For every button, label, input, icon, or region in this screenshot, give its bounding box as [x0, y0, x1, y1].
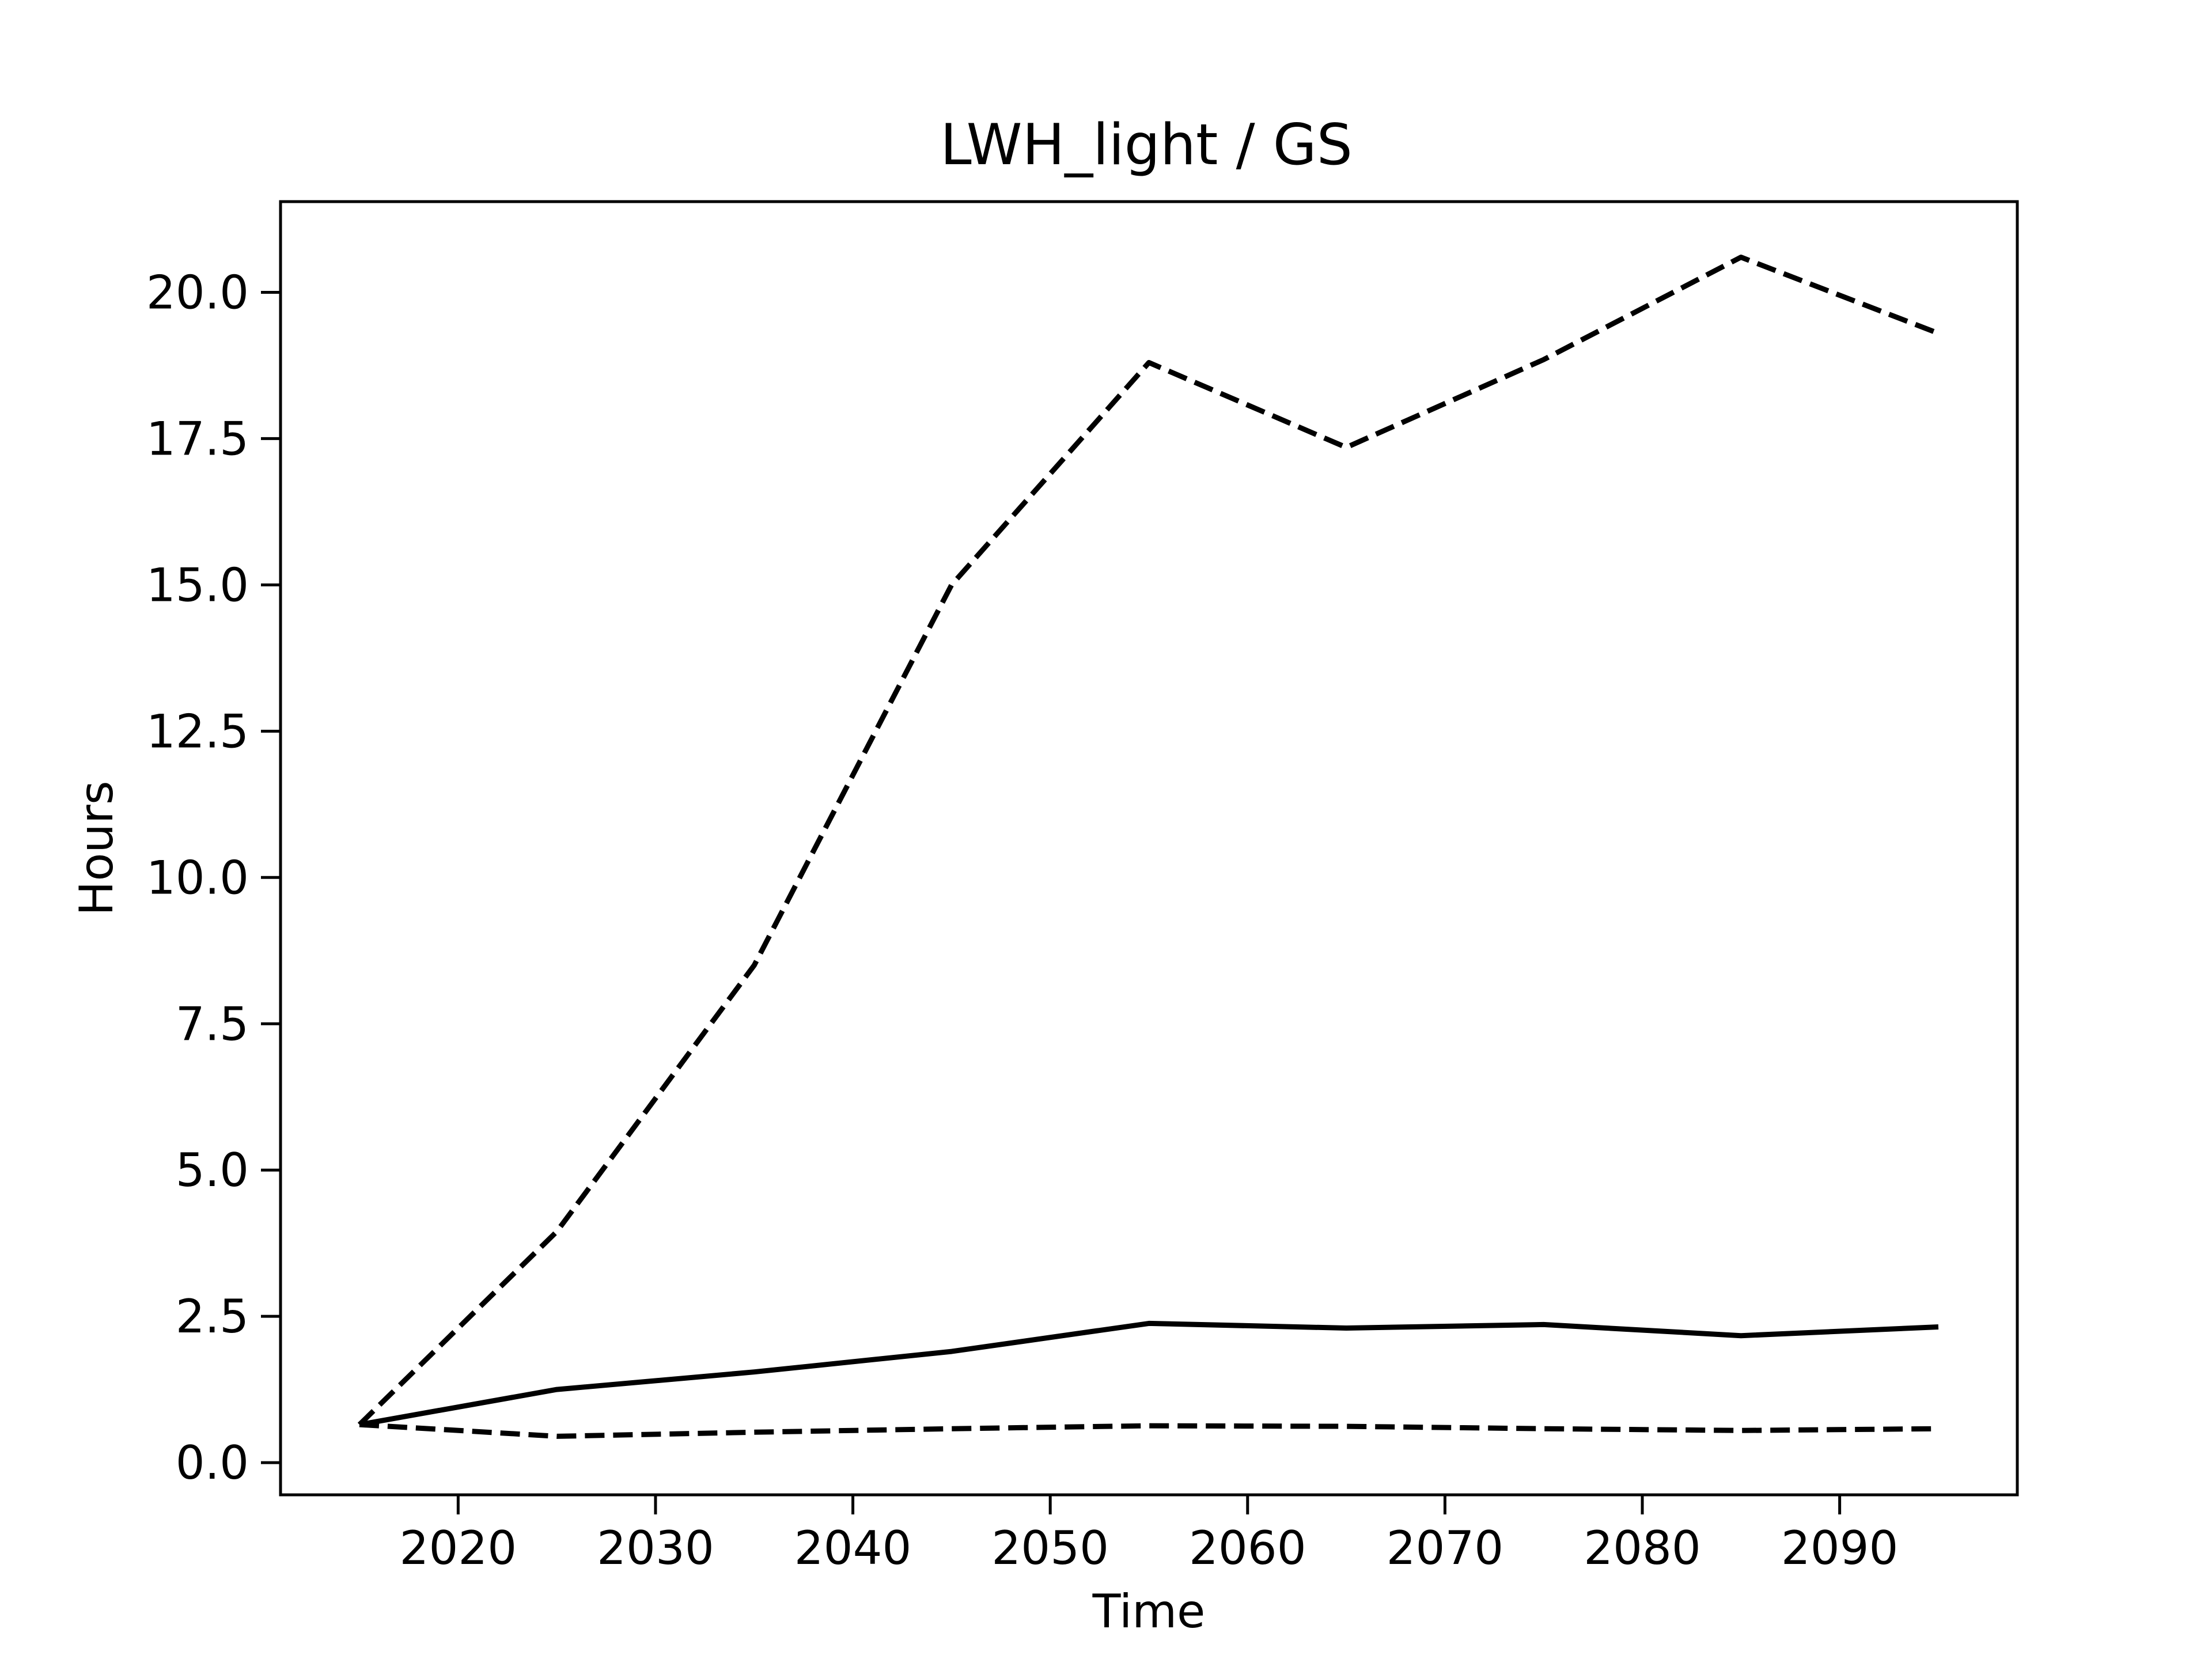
x-tick-label: 2020	[400, 1521, 517, 1575]
x-axis-label: Time	[1092, 1585, 1206, 1638]
series-line-2-solid	[359, 1320, 1939, 1427]
series-line-3-dashed	[359, 1422, 1939, 1439]
x-tick-label: 2080	[1584, 1521, 1701, 1575]
x-tick-label: 2060	[1189, 1521, 1306, 1575]
series-line-1-dashed	[357, 255, 1940, 1427]
y-tick-label: 5.0	[176, 1143, 249, 1197]
y-tick-label: 7.5	[176, 997, 249, 1051]
series-lines	[357, 255, 1940, 1439]
axis-ticks: 2020 2030 2040 2050 2060 2070 2080 2090 0.0 2.5 5.…	[146, 266, 1899, 1575]
x-tick-label: 2030	[597, 1521, 714, 1575]
x-tick-label: 2090	[1781, 1521, 1899, 1575]
plot-frame	[279, 200, 2019, 1497]
y-tick-label: 15.0	[146, 558, 249, 612]
x-tick-label: 2050	[991, 1521, 1109, 1575]
x-tick-label: 2040	[794, 1521, 912, 1575]
y-tick-label: 12.5	[146, 704, 249, 758]
y-tick-label: 17.5	[146, 412, 249, 465]
y-axis-label: Hours	[70, 781, 123, 915]
y-tick-label: 2.5	[176, 1290, 249, 1343]
y-tick-label: 20.0	[146, 266, 249, 319]
x-tick-label: 2070	[1387, 1521, 1504, 1575]
y-tick-label: 10.0	[146, 851, 249, 904]
chart-title: LWH_light / GS	[940, 112, 1353, 178]
y-tick-label: 0.0	[176, 1436, 249, 1490]
